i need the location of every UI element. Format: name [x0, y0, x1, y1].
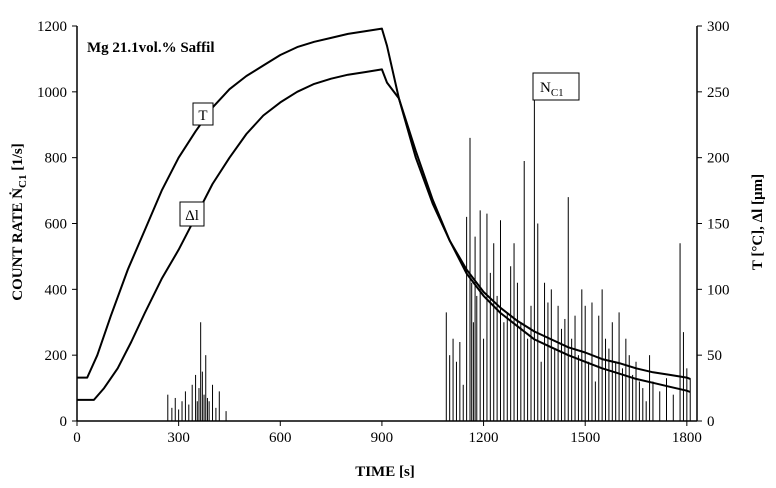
y-left-tick-label: 400 [45, 282, 68, 298]
y-right-tick-label: 0 [707, 414, 715, 430]
y-left-tick-label: 600 [45, 217, 68, 233]
ticks: 0 300 600 900 1200 1500 1800020040060080010001… [37, 19, 730, 446]
label-N: NC1 [540, 80, 564, 99]
x-tick-label: 1800 [672, 430, 702, 446]
label-box-T-frame [192, 102, 214, 126]
y-right-tick-label: 100 [707, 282, 730, 298]
label-dl: Δl [185, 208, 199, 224]
y-right-tick-label: 50 [707, 348, 722, 364]
y-left-tick-label: 0 [60, 414, 68, 430]
label-box-N-frame [532, 72, 580, 101]
series-line-elongation [77, 68, 691, 401]
label-box-N: NC1 [532, 72, 580, 101]
x-tick-label: 600 [269, 430, 292, 446]
label-N-sub: C1 [551, 87, 564, 99]
y-right-tick-label: 300 [707, 19, 730, 35]
y-left-title-main: COUNT RATE Ṅ [9, 188, 26, 301]
label-box-dl: Δl [179, 201, 205, 227]
y-right-tick-label: 250 [707, 85, 730, 101]
count-rate-spikes [167, 78, 691, 421]
y-right-tick-label: 150 [707, 217, 730, 233]
y-left-tick-label: 200 [45, 348, 68, 364]
x-tick-label: 0 [73, 430, 81, 446]
x-tick-label: 1200 [469, 430, 499, 446]
x-axis-title: TIME [s] [355, 464, 415, 480]
chart-annotation: Mg 21.1vol.% Saffil [87, 40, 215, 56]
y-left-title-sub: C1 [17, 175, 29, 188]
y-left-title-unit: [1/s] [10, 143, 26, 174]
label-box-T: T [192, 102, 214, 126]
series-line-temperature [77, 27, 691, 380]
y-left-tick-label: 800 [45, 151, 68, 167]
y-left-axis-title: COUNT RATE ṄC1 [1/s] [9, 143, 29, 301]
x-tick-label: 1500 [570, 430, 600, 446]
y-right-axis-title: T [°C], Δl [µm] [750, 174, 766, 270]
series-lines [77, 27, 691, 401]
x-tick-label: 900 [371, 430, 394, 446]
x-tick-label: 300 [167, 430, 190, 446]
y-left-tick-label: 1000 [37, 85, 67, 101]
label-N-main: N [540, 80, 551, 96]
label-T: T [198, 108, 207, 124]
label-box-dl-frame [179, 201, 205, 227]
y-right-tick-label: 200 [707, 151, 730, 167]
y-left-tick-label: 1200 [37, 19, 67, 35]
